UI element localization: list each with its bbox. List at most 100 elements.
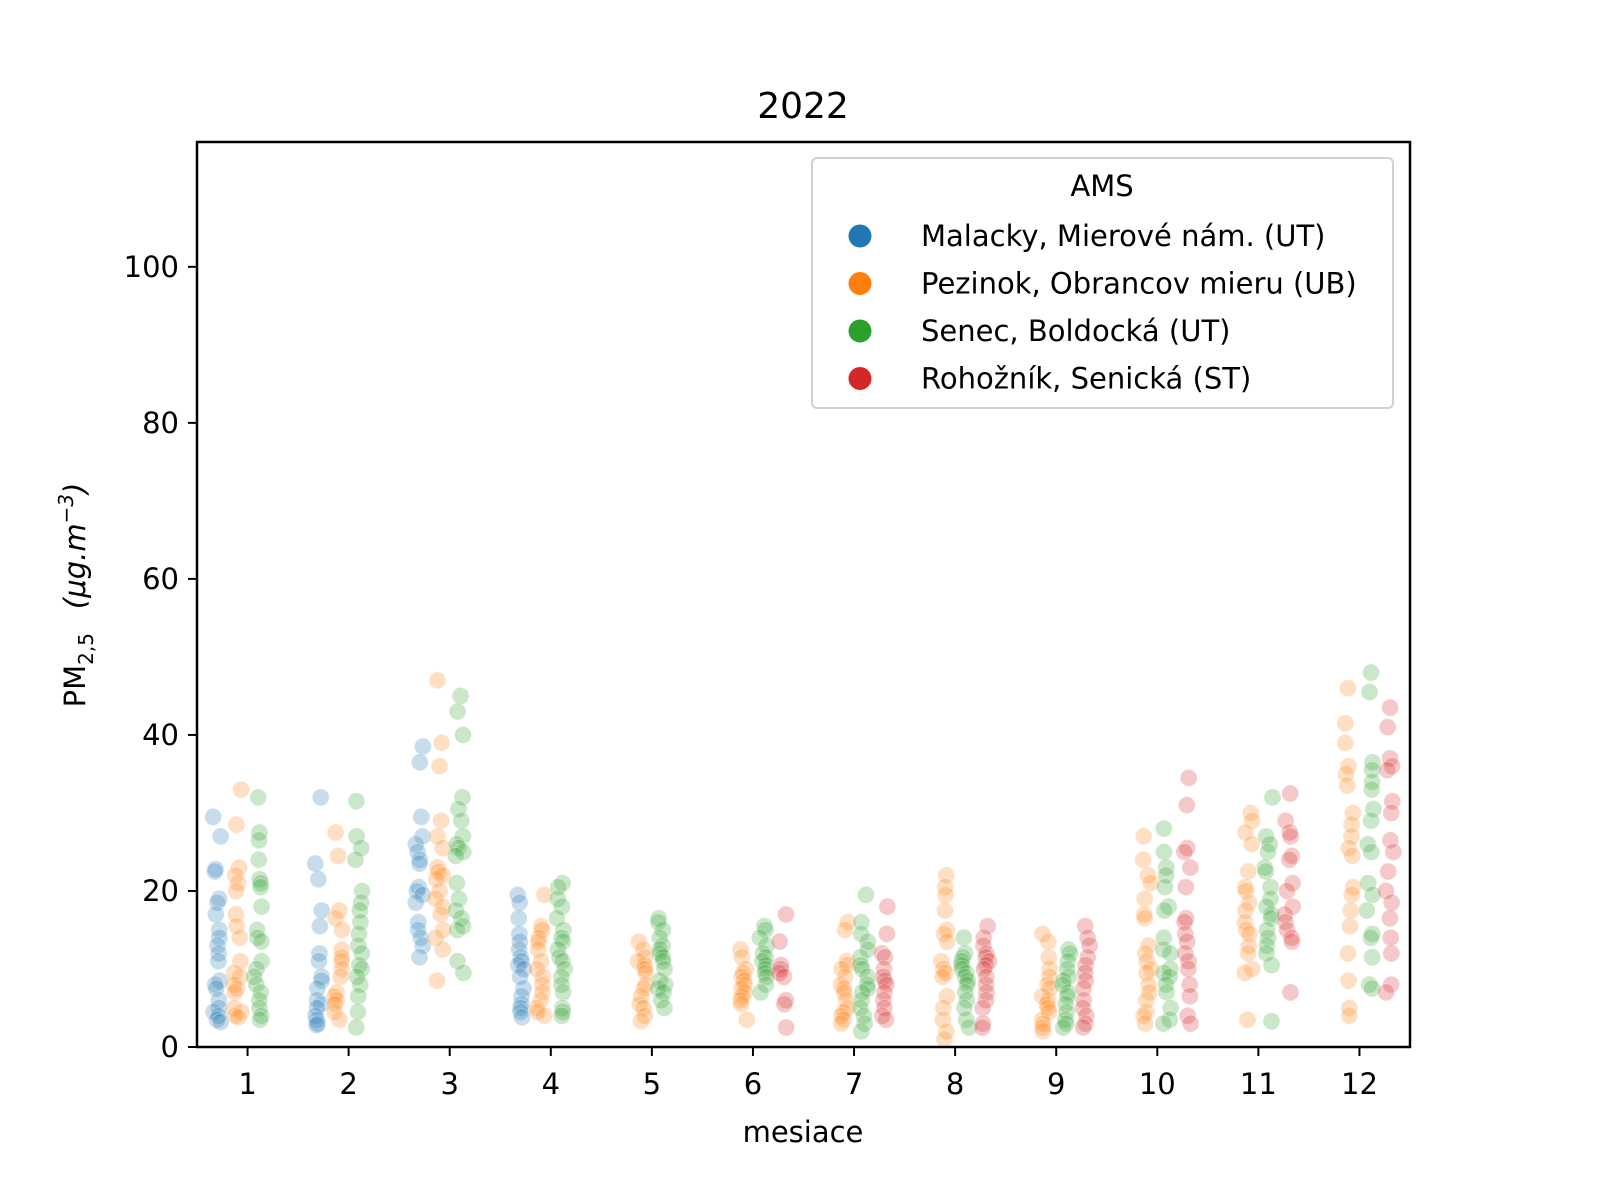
data-point [952, 959, 971, 978]
data-point [877, 1010, 896, 1029]
data-point [1276, 811, 1295, 830]
data-point [958, 975, 977, 994]
data-point [250, 991, 269, 1010]
data-point [1154, 842, 1173, 861]
data-point [957, 1010, 976, 1029]
data-point [229, 874, 248, 893]
data-point [934, 959, 953, 978]
data-point [1134, 1006, 1153, 1025]
data-point [332, 948, 351, 967]
data-point [1135, 905, 1154, 924]
data-point [552, 1006, 571, 1025]
data-point [352, 944, 371, 963]
y-label-main: PM [58, 665, 92, 708]
data-point [434, 920, 453, 939]
data-point [512, 995, 531, 1014]
data-point [226, 866, 245, 885]
data-point [832, 1014, 851, 1033]
data-point [1236, 878, 1255, 897]
data-point [656, 975, 675, 994]
data-point [1359, 874, 1378, 893]
data-point [1258, 842, 1277, 861]
data-point [312, 995, 331, 1014]
data-point [451, 686, 470, 705]
data-point [247, 975, 266, 994]
x-tick-label: 12 [1341, 1067, 1378, 1101]
data-point [1157, 858, 1176, 877]
data-point [731, 991, 750, 1010]
data-point [1336, 733, 1355, 752]
data-point [225, 998, 244, 1017]
data-point [1360, 975, 1379, 994]
data-point [1038, 975, 1057, 994]
data-point [878, 897, 897, 916]
data-point [446, 846, 465, 865]
data-point [933, 1010, 952, 1029]
data-point [1259, 928, 1278, 947]
data-point [873, 944, 892, 963]
x-tick-label: 9 [1047, 1067, 1065, 1101]
y-tick-label: 0 [161, 1030, 179, 1064]
data-point [352, 893, 371, 912]
data-point [555, 959, 574, 978]
data-point [528, 1002, 547, 1021]
data-point [210, 928, 229, 947]
data-point [249, 850, 268, 869]
data-point [936, 885, 955, 904]
data-point [452, 909, 471, 928]
data-point [346, 850, 365, 869]
data-point [1053, 975, 1072, 994]
data-point [447, 874, 466, 893]
data-point [1362, 842, 1381, 861]
data-point [226, 1006, 245, 1025]
data-point [550, 948, 569, 967]
data-point [1078, 948, 1097, 967]
data-point [736, 959, 755, 978]
data-point [409, 920, 428, 939]
series-points [225, 671, 1363, 1049]
data-point [325, 1002, 344, 1021]
data-point [245, 967, 264, 986]
data-point [649, 979, 668, 998]
data-point [510, 932, 529, 951]
data-point [348, 1002, 367, 1021]
data-point [772, 956, 791, 975]
data-point [654, 952, 673, 971]
data-point [205, 862, 224, 881]
data-point [955, 998, 974, 1017]
y-tick-label: 20 [142, 874, 179, 908]
data-point [852, 991, 871, 1010]
data-point [635, 948, 654, 967]
data-point [654, 983, 673, 1002]
data-point [347, 792, 366, 811]
data-point [1363, 753, 1382, 772]
data-point [251, 878, 270, 897]
x-tick-label: 7 [845, 1067, 863, 1101]
data-point [554, 920, 573, 939]
data-point [510, 893, 529, 912]
data-point [1261, 878, 1280, 897]
data-point [858, 975, 877, 994]
data-point [834, 979, 853, 998]
data-point [532, 917, 551, 936]
data-point [1362, 811, 1381, 830]
data-point [1240, 924, 1259, 943]
data-point [936, 963, 955, 982]
data-point [1241, 803, 1260, 822]
data-point [852, 924, 871, 943]
x-tick-label: 10 [1139, 1067, 1176, 1101]
data-point [433, 866, 452, 885]
data-point [932, 952, 951, 971]
legend-item: Malacky, Mierové nám. (UT) [848, 219, 1326, 253]
data-point [650, 944, 669, 963]
data-point [635, 959, 654, 978]
y-tick-label: 80 [142, 406, 179, 440]
data-point [852, 913, 871, 932]
data-point [433, 839, 452, 858]
legend-item: Rohožník, Senická (ST) [848, 362, 1251, 396]
data-point [858, 932, 877, 951]
data-point [1236, 881, 1255, 900]
data-point [252, 1006, 271, 1025]
data-point [349, 987, 368, 1006]
